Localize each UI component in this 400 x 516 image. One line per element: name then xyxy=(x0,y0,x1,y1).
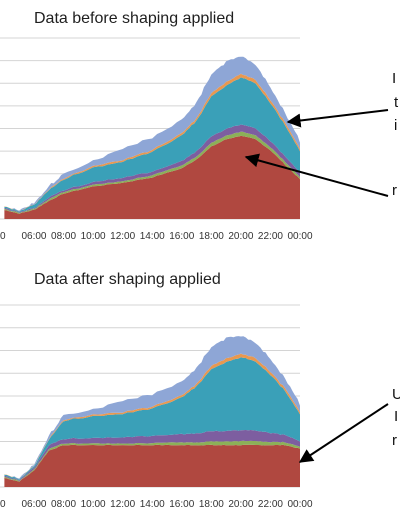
x-tick-label: 12:00 xyxy=(110,499,135,510)
x-tick-label: 14:00 xyxy=(140,499,165,510)
x-tick-label: 12:00 xyxy=(110,231,135,242)
x-tick-label: 00:00 xyxy=(287,499,312,510)
x-tick-label: 10:00 xyxy=(81,231,106,242)
annotation-letter: t xyxy=(394,94,399,111)
chart-top: 0 06:00 08:00 10:00 12:00 14:00 16:00 18:00 20:0… xyxy=(0,37,313,242)
area-series-4 xyxy=(4,77,301,213)
x-tick-label: 10:00 xyxy=(81,499,106,510)
x-tick-label: 22:00 xyxy=(258,231,283,242)
annotation-arrow xyxy=(286,109,389,128)
x-tick-label: 14:00 xyxy=(140,231,165,242)
area-series-3 xyxy=(4,430,301,482)
chart-title-bottom: Data after shaping applied xyxy=(34,271,221,288)
annotation-letter: I xyxy=(394,408,399,425)
x-tick-label: 18:00 xyxy=(199,231,224,242)
area-series-4 xyxy=(4,357,301,481)
x-tick-label: 18:00 xyxy=(199,499,224,510)
x-tick-label: 20:00 xyxy=(228,231,253,242)
annotation-letter: U xyxy=(392,386,400,403)
chart-title-top: Data before shaping applied xyxy=(34,10,235,27)
annotation-letter: r xyxy=(392,182,397,199)
area-series-2 xyxy=(4,440,301,482)
x-tick-label: 00:00 xyxy=(287,231,312,242)
x-tick-label: 16:00 xyxy=(169,499,194,510)
area-series-1 xyxy=(4,135,301,219)
annotation-arrow xyxy=(244,153,389,197)
x-tick-label: 08:00 xyxy=(51,231,76,242)
annotation-arrows xyxy=(244,109,389,463)
x-tick-label: 22:00 xyxy=(258,499,283,510)
x-tick-label: 16:00 xyxy=(169,231,194,242)
x-tick-label: 06:00 xyxy=(21,499,46,510)
x-tick-label: 20:00 xyxy=(228,499,253,510)
annotation-letter: r xyxy=(392,432,397,449)
annotation-letter: I xyxy=(392,70,397,87)
x-tick-label: 08:00 xyxy=(51,499,76,510)
annotation-arrow xyxy=(298,403,389,463)
chart-bottom: 0 06:00 08:00 10:00 12:00 14:00 16:00 18:00 20:0… xyxy=(0,304,313,510)
x-tick-label: 0 xyxy=(0,231,6,242)
x-tick-label: 0 xyxy=(0,499,6,510)
x-tick-label: 06:00 xyxy=(21,231,46,242)
annotation-letter: i xyxy=(394,117,398,134)
area-series-1 xyxy=(4,444,301,487)
